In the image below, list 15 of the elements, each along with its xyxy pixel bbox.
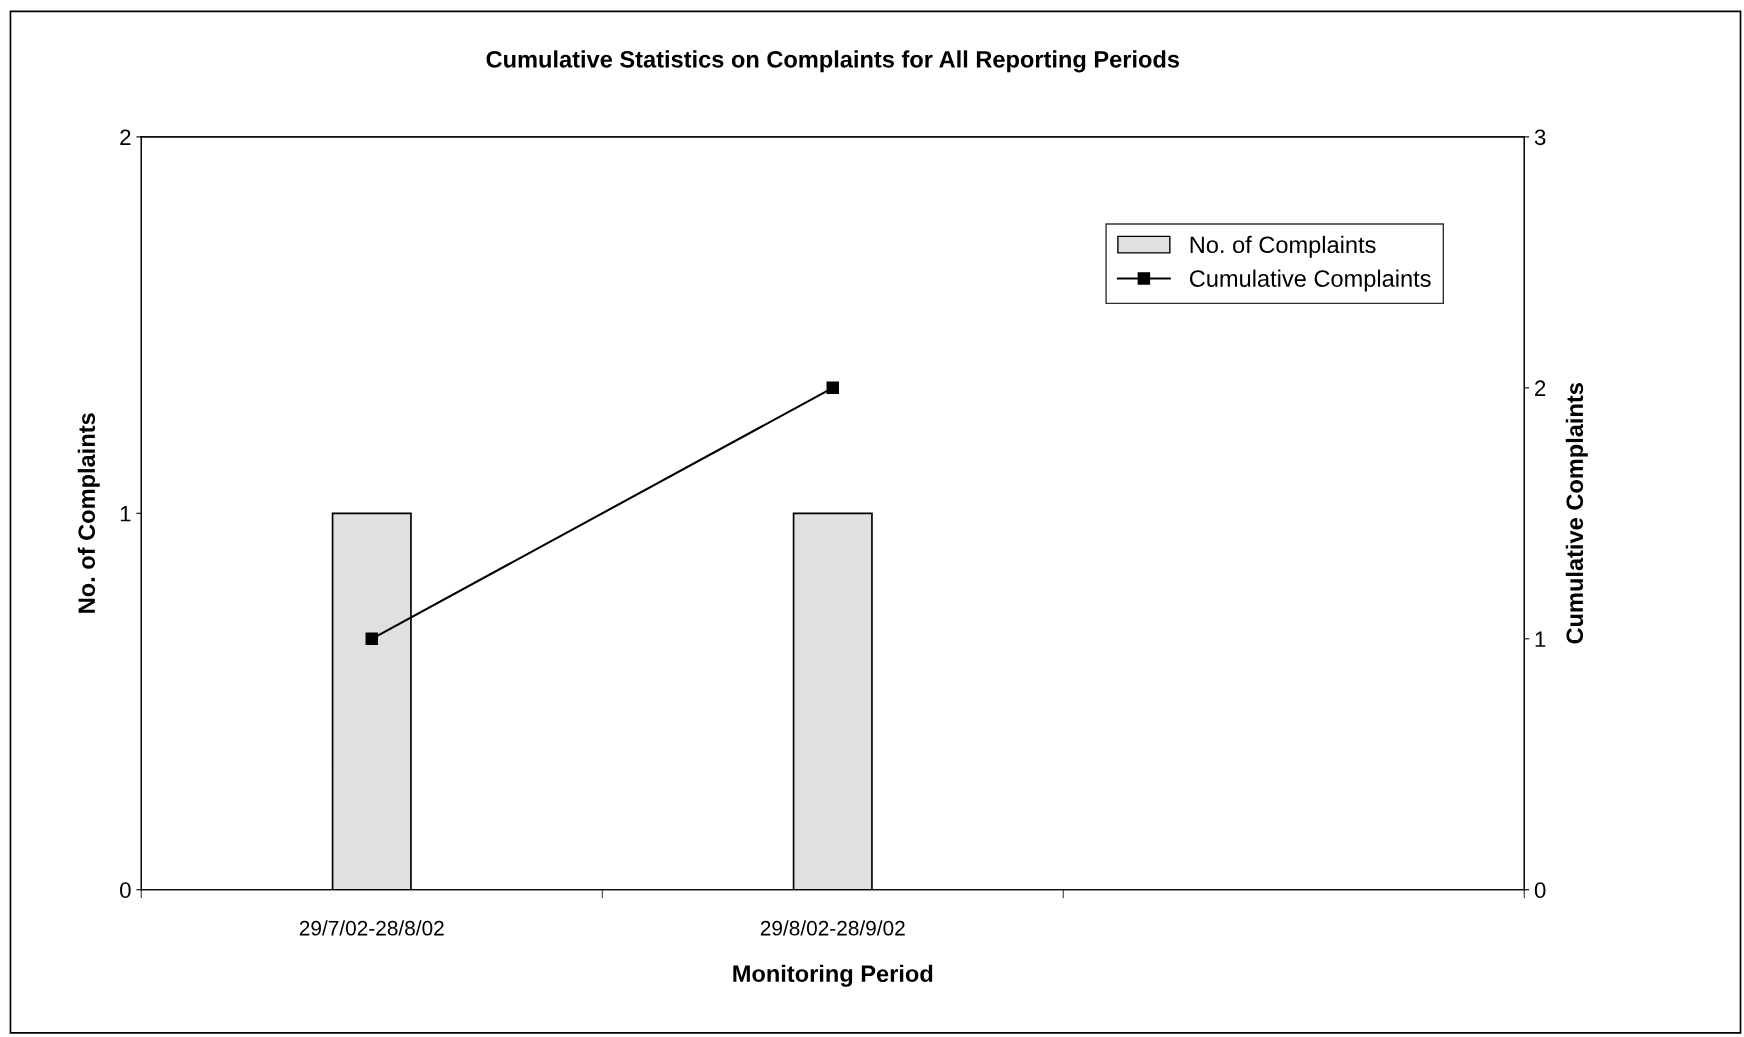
y2-tick-label: 3	[1534, 129, 1546, 146]
y-tick-label: 0	[120, 882, 131, 899]
x-axis-title: Monitoring Period	[733, 964, 933, 987]
y2-tick-label: 1	[1535, 631, 1546, 647]
x-tick-label: 29/7/02-28/8/02	[299, 920, 444, 936]
y2-axis-title: Cumulative Complaints	[1565, 383, 1588, 644]
y2-tick-label: 0	[1534, 882, 1546, 899]
y2-tick-label: 2	[1535, 380, 1546, 396]
chart-title: Cumulative Statistics on Complaints for All Reporting Periods	[486, 50, 1180, 73]
y-axis-title: No. of Complaints	[77, 413, 100, 613]
x-tick-label: 29/8/02-28/9/02	[760, 920, 905, 936]
legend-label: Cumulative Complaints	[1189, 269, 1431, 292]
legend-label: No. of Complaints	[1190, 235, 1376, 258]
y-tick-label: 2	[120, 129, 131, 145]
y-tick-label: 1	[120, 506, 131, 522]
